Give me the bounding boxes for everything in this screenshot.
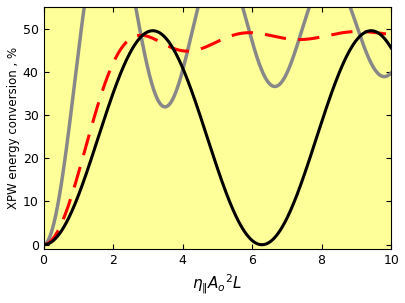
X-axis label: $\eta_{\|}A_o{}^{2}L$: $\eta_{\|}A_o{}^{2}L$ — [192, 272, 242, 296]
Y-axis label: XPW energy conversion , %: XPW energy conversion , % — [7, 47, 20, 209]
